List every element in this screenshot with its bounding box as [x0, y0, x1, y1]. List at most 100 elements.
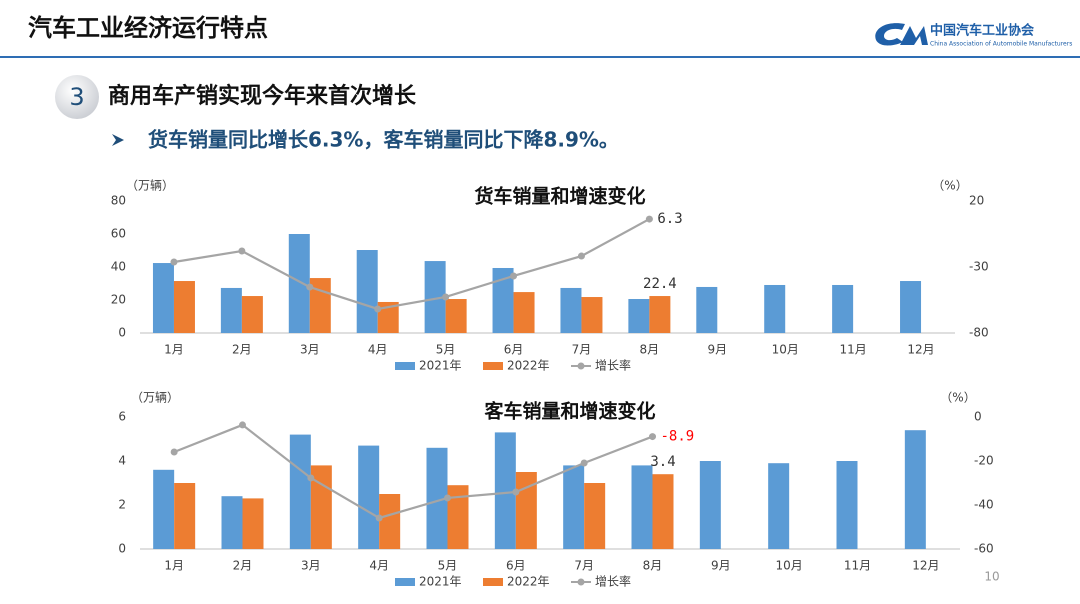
y-tick-label: 2: [118, 498, 126, 512]
x-tick-label: 9月: [707, 343, 727, 357]
bar: [356, 250, 378, 333]
line-point: [375, 514, 383, 522]
line: [173, 423, 653, 520]
bar: [358, 445, 380, 549]
bar: [904, 430, 926, 549]
legend-label: 增长率: [595, 358, 631, 373]
bar: [289, 434, 311, 549]
bar: [288, 234, 310, 333]
bar: [426, 447, 448, 549]
bar: [560, 287, 582, 333]
x-tick-label: 3月: [300, 343, 320, 357]
x-tick-label: 5月: [438, 559, 458, 573]
y-tick-label: 6: [118, 410, 126, 424]
section-number: 3: [69, 83, 84, 111]
legend-swatch: [395, 362, 415, 370]
bar: [379, 494, 401, 549]
x-tick-label: 10月: [776, 559, 803, 573]
y2-tick-label: -60: [974, 542, 994, 556]
line-point: [170, 448, 178, 456]
bar: [649, 296, 671, 333]
y-axis-label: （万辆）: [131, 391, 179, 405]
line-point: [512, 488, 520, 496]
page-number: 10: [984, 570, 999, 584]
chart: 客车销量和增速变化 （万辆） （%） 0 2 4 6 -60 -40 -20 0 1月 2月 3月 4月 5月…: [118, 391, 993, 589]
x-tick-label: 6月: [504, 343, 524, 357]
section-badge: [55, 75, 99, 119]
line-point: [170, 258, 178, 266]
legend-label: 2022年: [507, 359, 550, 373]
bar: [424, 261, 446, 333]
legend-label: 2021年: [419, 359, 462, 373]
chart: 货车销量和增速变化 （万辆） （%） 0 20 40 60 80 -80 -30 20 1月 2月 3月 4…: [111, 179, 989, 373]
slide-title: 汽车工业经济运行特点: [28, 14, 268, 42]
x-tick-label: 3月: [301, 559, 321, 573]
line-point: [645, 215, 653, 223]
x-tick-label: 5月: [436, 343, 456, 357]
x-tick-label: 12月: [907, 343, 934, 357]
x-tick-label: 8月: [643, 559, 663, 573]
legend-swatch: [577, 578, 585, 586]
x-tick-label: 7月: [572, 343, 592, 357]
legend-label: 2022年: [507, 575, 550, 589]
bar: [494, 432, 516, 549]
y-tick-label: 40: [111, 260, 126, 274]
line-point: [239, 421, 246, 429]
bar: [584, 483, 606, 549]
bar: [900, 281, 922, 333]
y2-axis-label: （%）: [940, 391, 975, 405]
line-point: [374, 305, 382, 313]
bar: [699, 461, 721, 549]
legend-swatch: [577, 362, 585, 370]
bar: [628, 299, 650, 333]
y2-tick-label: -30: [969, 260, 989, 274]
chart-title: 货车销量和增速变化: [474, 185, 645, 208]
bar: [696, 286, 718, 333]
x-tick-label: 2月: [232, 343, 252, 357]
x-tick-label: 11月: [839, 343, 866, 357]
bar: [563, 465, 585, 549]
bullet-text: 货车销量同比增长6.3%，客车销量同比下降8.9%。: [148, 128, 619, 152]
bar: [581, 297, 603, 333]
bar: [152, 263, 174, 333]
bar: [241, 296, 263, 333]
y2-tick-label: 20: [969, 194, 984, 208]
line-point: [649, 433, 656, 441]
data-label: 22.4: [643, 276, 677, 292]
line-point: [306, 283, 314, 291]
legend-swatch: [483, 578, 503, 586]
bullet-icon: [112, 134, 124, 146]
bar: [242, 498, 264, 549]
line: [173, 218, 650, 311]
x-tick-label: 8月: [640, 343, 660, 357]
x-tick-label: 4月: [369, 559, 389, 573]
line-point: [580, 459, 588, 467]
line-point: [307, 474, 315, 482]
data-label: 6.3: [657, 211, 682, 227]
logo: 中国汽车工业协会 China Association of Automobile…: [875, 23, 1072, 48]
legend-swatch: [483, 362, 503, 370]
line-point: [442, 293, 450, 301]
line-point: [510, 272, 518, 280]
line-point: [444, 494, 451, 502]
bar: [173, 281, 195, 333]
y-axis-label: （万辆）: [126, 179, 174, 193]
bar: [221, 496, 243, 549]
bar: [445, 299, 467, 333]
bar: [377, 301, 399, 333]
logo-en: China Association of Automobile Manufact…: [930, 41, 1072, 48]
bar: [832, 284, 854, 333]
bar: [447, 485, 469, 549]
x-tick-label: 9月: [711, 559, 731, 573]
x-tick-label: 6月: [506, 559, 526, 573]
bar: [836, 461, 858, 549]
bar: [153, 469, 175, 549]
bar: [768, 463, 790, 549]
y-tick-label: 80: [111, 194, 126, 208]
data-label: 3.4: [650, 454, 675, 470]
y2-axis-label: （%）: [932, 179, 967, 193]
bar: [174, 483, 196, 549]
bar: [492, 267, 514, 333]
bar: [652, 474, 674, 549]
chart-title: 客车销量和增速变化: [484, 400, 655, 423]
